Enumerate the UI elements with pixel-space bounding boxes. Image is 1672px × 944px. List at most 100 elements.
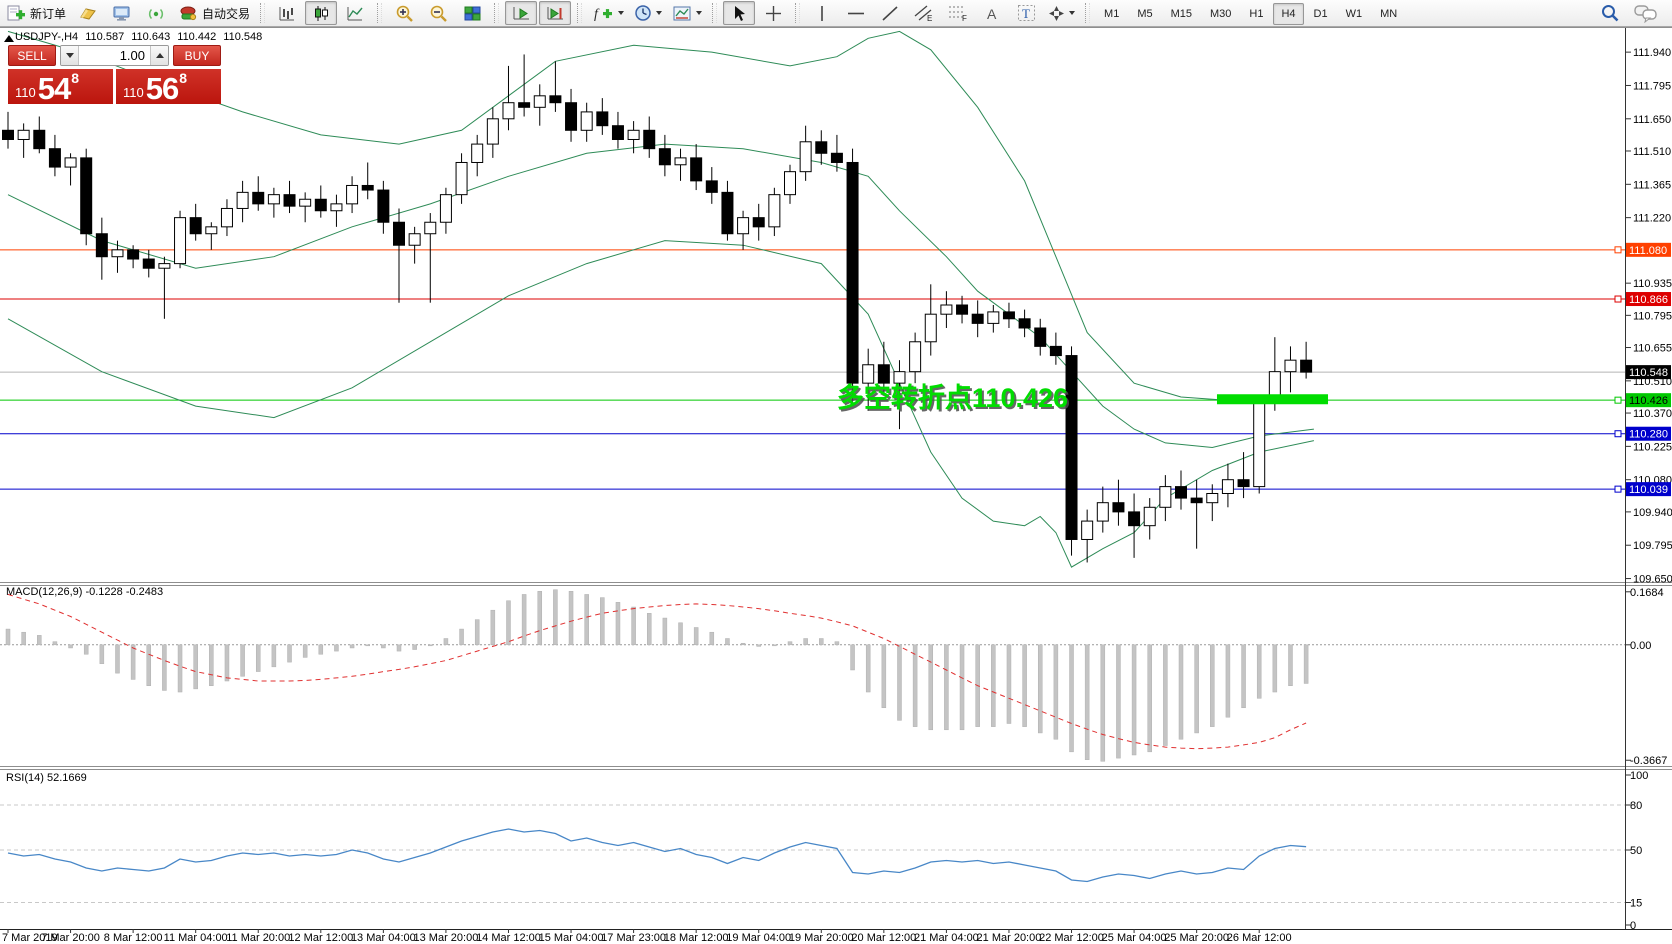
buy-button[interactable]: BUY — [173, 45, 221, 66]
macd-bar — [1225, 644, 1231, 718]
text-tool-button[interactable]: A — [976, 1, 1008, 25]
chart-canvas[interactable]: 多空转折点110.426多空转折点110.426111.940111.79511… — [0, 27, 1672, 944]
buy-price-big: 56 — [145, 70, 179, 106]
timeframe-w1[interactable]: W1 — [1345, 8, 1363, 20]
pane-separator[interactable] — [0, 583, 1672, 585]
macd-bar — [819, 638, 824, 646]
macd-bar — [240, 644, 245, 677]
annotation-highlight-bar[interactable] — [1216, 394, 1329, 405]
timeframe-m1[interactable]: M1 — [1104, 8, 1120, 20]
vertical-line-icon — [821, 5, 823, 21]
hline-handle[interactable] — [1614, 246, 1622, 254]
volume-input[interactable] — [79, 46, 150, 65]
macd-bar — [568, 591, 574, 646]
macd-bar — [37, 635, 42, 646]
annotation-text: 多空转折点110.426 — [837, 382, 1068, 413]
timeframe-m30[interactable]: M30 — [1210, 8, 1232, 20]
price-line-label-box — [1626, 365, 1671, 380]
date-label: 12 Mar 12:00 — [288, 932, 353, 944]
chart-shift-button[interactable] — [539, 1, 572, 25]
trendline-tool-button[interactable] — [874, 1, 906, 25]
timeframe-h1[interactable]: H1 — [1249, 8, 1264, 20]
candle-body — [1237, 479, 1250, 488]
bar-chart-button[interactable] — [271, 1, 303, 25]
new-order-button[interactable]: 新订单 — [3, 1, 70, 25]
hline-handle[interactable] — [1614, 295, 1622, 303]
vertical-line-tool-button[interactable] — [806, 1, 838, 25]
pane-separator[interactable] — [0, 582, 1672, 583]
price-tick-label: 110.655 — [1633, 343, 1672, 355]
macd-bar — [521, 594, 527, 646]
terminal-button[interactable] — [106, 1, 138, 25]
crosshair-tool-button[interactable] — [757, 1, 789, 25]
hlines-group[interactable] — [0, 246, 1625, 493]
hline-handle[interactable] — [1614, 430, 1622, 438]
macd-bar — [146, 644, 152, 686]
fibonacci-tool-button[interactable]: F — [942, 1, 974, 25]
macd-bar — [318, 644, 324, 655]
line-chart-button[interactable] — [339, 1, 371, 25]
volume-decrease-button[interactable] — [61, 46, 79, 65]
candle-body — [142, 258, 155, 269]
timeframe-m5[interactable]: M5 — [1137, 8, 1153, 20]
cursor-tool-button[interactable] — [723, 1, 756, 25]
gold-bar-button[interactable] — [72, 1, 104, 25]
volume-increase-button[interactable] — [150, 46, 168, 65]
label-tool-button[interactable]: T — [1010, 1, 1042, 25]
pane-separator[interactable] — [0, 766, 1672, 767]
zoom-out-button[interactable] — [422, 1, 454, 25]
zoom-in-button[interactable] — [388, 1, 420, 25]
macd-tick-label: 0.1684 — [1630, 587, 1664, 599]
arrows-tool-button[interactable] — [1044, 1, 1079, 25]
macd-bar — [662, 617, 668, 646]
candle-body — [314, 198, 327, 212]
buy-price-display[interactable]: 110 56 8 — [116, 69, 221, 104]
date-label: 19 Mar 20:00 — [789, 932, 854, 944]
candle-body — [1002, 311, 1015, 320]
search-icon[interactable] — [1600, 3, 1620, 23]
hline-handle[interactable] — [1614, 396, 1622, 404]
sell-button[interactable]: SELL — [8, 45, 56, 66]
crosshair-icon — [765, 5, 781, 21]
macd-bar — [224, 644, 230, 682]
timeframe-h4[interactable]: H4 — [1273, 3, 1304, 25]
macd-bar — [1288, 644, 1293, 686]
autotrading-button[interactable]: 自动交易 — [174, 1, 254, 25]
candle-body — [815, 141, 828, 154]
candle-body — [267, 194, 280, 205]
sell-price-pip: 8 — [71, 70, 80, 86]
timeframe-mn[interactable]: MN — [1380, 8, 1398, 20]
price-tick-label: 110.225 — [1633, 441, 1672, 453]
candle-body — [486, 118, 499, 145]
trendline-icon — [882, 5, 898, 21]
channel-tool-button[interactable]: E — [908, 1, 940, 25]
candle-body — [377, 189, 390, 223]
price-line-label-box — [1626, 426, 1671, 441]
macd-bar — [693, 627, 699, 646]
timeframe-m15[interactable]: M15 — [1170, 8, 1192, 20]
macd-bar — [68, 644, 73, 649]
macd-bar — [897, 644, 902, 721]
candlestick-chart-button[interactable] — [305, 1, 338, 25]
horizontal-line-tool-button[interactable] — [840, 1, 872, 25]
autotrading-icon — [180, 6, 197, 20]
sell-price-display[interactable]: 110 54 8 — [8, 69, 113, 104]
tile-windows-button[interactable] — [456, 1, 488, 25]
periods-button[interactable] — [630, 1, 666, 25]
one-click-trading-panel: SELL BUY 110 54 8 110 56 8 — [8, 45, 221, 104]
timeframe-d1[interactable]: D1 — [1313, 8, 1328, 20]
templates-button[interactable] — [668, 1, 706, 25]
signals-button[interactable] — [140, 1, 172, 25]
pane-separator[interactable] — [0, 769, 1672, 770]
panel-collapse-arrow-icon[interactable] — [4, 35, 14, 42]
candle-body — [1221, 479, 1234, 494]
auto-scroll-button[interactable] — [505, 1, 538, 25]
pane-separator[interactable] — [0, 585, 1672, 586]
macd-bar — [193, 644, 198, 690]
hline-handle[interactable] — [1614, 485, 1622, 493]
indicators-button[interactable]: f — [588, 1, 628, 25]
chat-icon[interactable] — [1634, 3, 1658, 23]
pane-separator[interactable] — [0, 767, 1672, 769]
ohlc-open: 110.587 — [85, 31, 125, 43]
